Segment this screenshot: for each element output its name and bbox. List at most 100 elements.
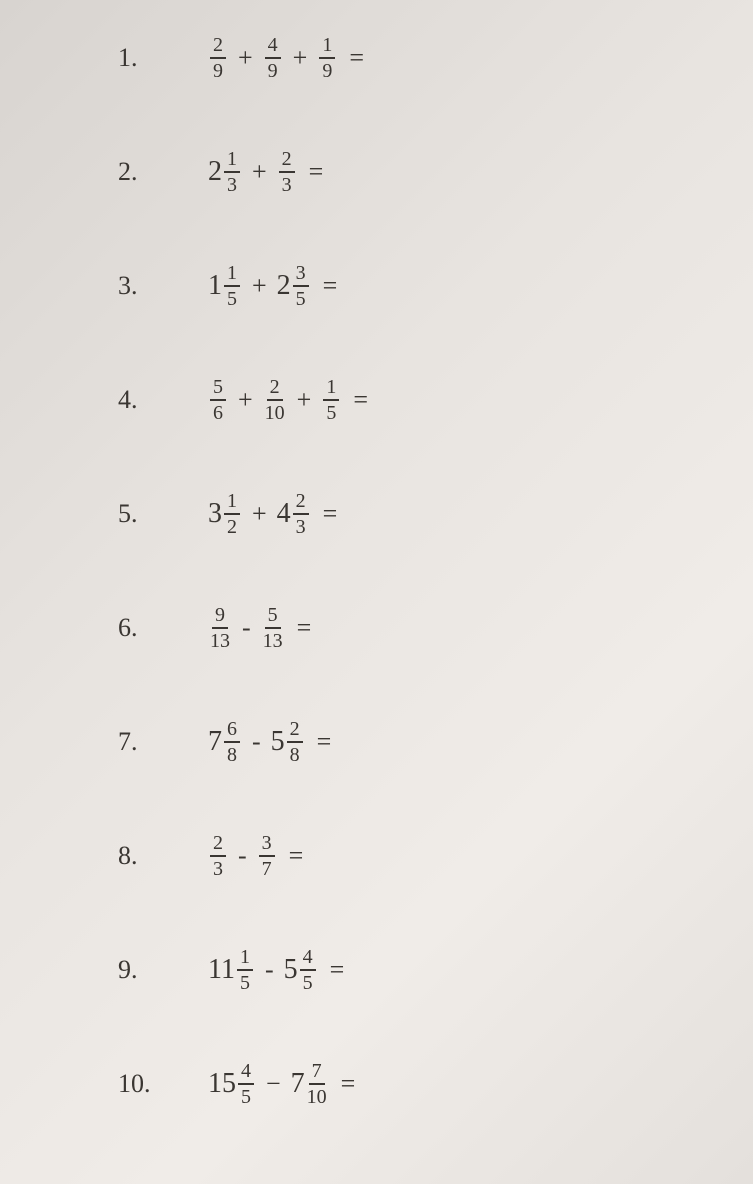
numerator: 4	[238, 1061, 254, 1085]
denominator: 10	[265, 401, 285, 423]
fraction: 23	[279, 149, 295, 195]
denominator: 3	[293, 515, 309, 537]
problem-number: 4.	[118, 385, 208, 415]
numerator: 6	[224, 719, 240, 743]
expression: 1115-545=	[208, 947, 344, 993]
numerator: 1	[224, 149, 240, 173]
problem-row: 8.23-37=	[0, 833, 753, 879]
operator: +	[238, 43, 253, 73]
equals-sign: =	[330, 955, 345, 985]
numerator: 9	[212, 605, 228, 629]
expression: 312+423=	[208, 491, 337, 537]
operator: +	[252, 157, 267, 187]
numerator: 1	[224, 263, 240, 287]
denominator: 3	[210, 857, 226, 879]
problem-number: 2.	[118, 157, 208, 187]
expression: 913-513=	[208, 605, 311, 651]
mixed-number: 545	[284, 947, 318, 993]
fraction: 19	[319, 35, 335, 81]
operator: +	[297, 385, 312, 415]
numerator: 5	[210, 377, 226, 401]
numerator: 7	[309, 1061, 325, 1085]
equals-sign: =	[323, 271, 338, 301]
numerator: 4	[300, 947, 316, 971]
denominator: 5	[237, 971, 253, 993]
fraction: 28	[287, 719, 303, 765]
mixed-number: 423	[277, 491, 311, 537]
fraction: 513	[263, 605, 283, 651]
problem-row: 3.115+235=	[0, 263, 753, 309]
problem-row: 5.312+423=	[0, 491, 753, 537]
whole-part: 1	[208, 270, 222, 302]
numerator: 1	[237, 947, 253, 971]
problem-number: 9.	[118, 955, 208, 985]
mixed-number: 312	[208, 491, 242, 537]
numerator: 2	[293, 491, 309, 515]
fraction: 68	[224, 719, 240, 765]
denominator: 3	[279, 173, 295, 195]
whole-part: 3	[208, 498, 222, 530]
numerator: 5	[265, 605, 281, 629]
numerator: 3	[259, 833, 275, 857]
whole-part: 2	[277, 270, 291, 302]
operator: −	[266, 1069, 281, 1099]
whole-part: 7	[291, 1068, 305, 1100]
denominator: 7	[259, 857, 275, 879]
equals-sign: =	[341, 1069, 356, 1099]
problem-number: 1.	[118, 43, 208, 73]
denominator: 3	[224, 173, 240, 195]
denominator: 2	[224, 515, 240, 537]
operator: +	[252, 271, 267, 301]
expression: 23-37=	[208, 833, 303, 879]
numerator: 2	[287, 719, 303, 743]
mixed-number: 1545	[208, 1061, 256, 1107]
fraction: 35	[293, 263, 309, 309]
fraction: 45	[300, 947, 316, 993]
denominator: 5	[300, 971, 316, 993]
fraction: 23	[210, 833, 226, 879]
problem-row: 7.768-528=	[0, 719, 753, 765]
problem-row: 2.213+23=	[0, 149, 753, 195]
denominator: 5	[224, 287, 240, 309]
operator: -	[252, 727, 261, 757]
whole-part: 2	[208, 156, 222, 188]
numerator: 2	[210, 35, 226, 59]
equals-sign: =	[309, 157, 324, 187]
fraction: 913	[210, 605, 230, 651]
problem-number: 3.	[118, 271, 208, 301]
numerator: 2	[210, 833, 226, 857]
mixed-number: 768	[208, 719, 242, 765]
equals-sign: =	[317, 727, 332, 757]
operator: +	[293, 43, 308, 73]
problem-number: 6.	[118, 613, 208, 643]
fraction: 37	[259, 833, 275, 879]
denominator: 13	[263, 629, 283, 651]
denominator: 13	[210, 629, 230, 651]
numerator: 2	[279, 149, 295, 173]
whole-part: 5	[271, 726, 285, 758]
fraction: 15	[323, 377, 339, 423]
fraction: 56	[210, 377, 226, 423]
equals-sign: =	[289, 841, 304, 871]
fraction: 49	[265, 35, 281, 81]
fraction: 12	[224, 491, 240, 537]
problem-row: 4.56+210+15=	[0, 377, 753, 423]
fraction: 45	[238, 1061, 254, 1107]
numerator: 1	[319, 35, 335, 59]
operator: +	[252, 499, 267, 529]
problem-row: 10.1545−7710=	[0, 1061, 753, 1107]
problems-list: 1.29+49+19=2.213+23=3.115+235=4.56+210+1…	[0, 35, 753, 1175]
equals-sign: =	[353, 385, 368, 415]
fraction: 23	[293, 491, 309, 537]
problem-row: 6.913-513=	[0, 605, 753, 651]
whole-part: 11	[208, 954, 235, 986]
operator: -	[238, 841, 247, 871]
numerator: 1	[224, 491, 240, 515]
equals-sign: =	[297, 613, 312, 643]
expression: 115 +235 =	[208, 263, 337, 309]
expression: 213+23=	[208, 149, 323, 195]
operator: -	[265, 955, 274, 985]
denominator: 8	[287, 743, 303, 765]
problem-row: 9.1115-545=	[0, 947, 753, 993]
fraction: 13	[224, 149, 240, 195]
